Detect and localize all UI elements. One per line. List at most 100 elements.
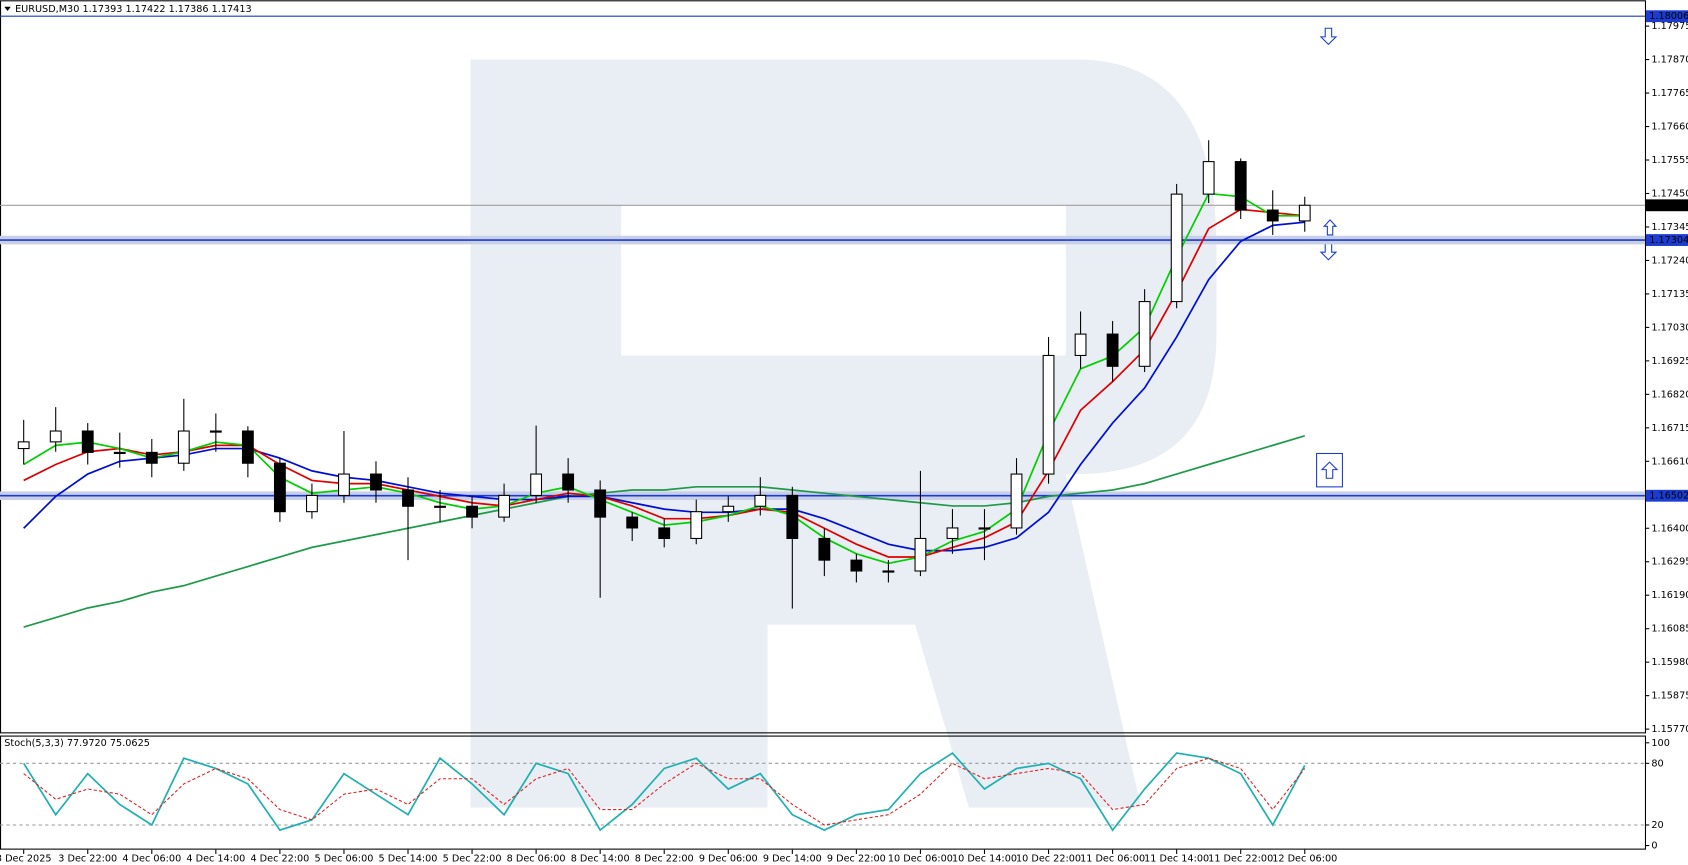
x-tick-label: 4 Dec 22:00	[250, 853, 309, 864]
candle-body	[530, 473, 543, 496]
candle-body	[1106, 333, 1119, 367]
arrow-up	[1322, 219, 1338, 236]
indicator-tick-label: 0	[1651, 841, 1657, 852]
level-label-bg	[1646, 489, 1688, 502]
candle-body	[370, 473, 382, 491]
y-tick-label: 1.16295	[1651, 557, 1688, 568]
candle-body	[1074, 333, 1087, 356]
y-tick-label: 1.17135	[1651, 289, 1688, 300]
x-tick-label: 10 Dec 22:00	[1016, 853, 1081, 864]
y-tick-label: 1.16190	[1651, 590, 1688, 601]
x-tick-label: 11 Dec 14:00	[1144, 853, 1209, 864]
candle-body	[1234, 161, 1247, 211]
level-label-bg	[1646, 234, 1688, 246]
y-tick-label: 1.16925	[1651, 356, 1688, 367]
candle-body	[498, 494, 511, 518]
candle-body	[786, 494, 799, 540]
arrow-up	[1320, 461, 1339, 479]
x-tick-label: 9 Dec 06:00	[699, 853, 758, 864]
y-tick-label: 1.17660	[1651, 122, 1688, 133]
candle-body	[722, 505, 735, 513]
x-tick-label: 11 Dec 06:00	[1080, 853, 1145, 864]
arrow-down	[1319, 27, 1338, 46]
menu-arrow[interactable]	[4, 6, 11, 12]
candle-body	[241, 430, 254, 464]
candle-body	[1010, 473, 1023, 529]
watermark	[470, 59, 1217, 808]
y-tick-label: 1.17555	[1651, 155, 1688, 166]
indicator-tick-label: 100	[1651, 738, 1669, 749]
y-tick-label: 1.17870	[1651, 55, 1688, 66]
level-label: 1.17304	[1649, 235, 1688, 246]
level-label-bg	[1646, 199, 1688, 212]
y-tick-label: 1.15875	[1651, 691, 1688, 702]
candle-body	[946, 527, 959, 540]
candle-body	[1202, 161, 1215, 195]
candle-body	[49, 430, 62, 443]
candle-body	[914, 537, 927, 572]
x-tick-label: 8 Dec 06:00	[507, 853, 566, 864]
x-tick-label: 8 Dec 14:00	[571, 853, 630, 864]
moving-average	[23, 434, 1306, 628]
candle-body	[145, 451, 158, 464]
indicator-label: Stoch(5,3,3) 77.9720 75.0625	[4, 738, 150, 749]
candle-body	[306, 494, 318, 513]
candle-body	[338, 473, 350, 496]
y-tick-label: 1.16715	[1651, 423, 1688, 434]
y-tick-label: 1.16820	[1651, 389, 1688, 400]
x-tick-label: 5 Dec 14:00	[379, 853, 438, 864]
stochastic-line	[22, 751, 1306, 832]
candle-body	[594, 489, 607, 518]
x-tick-label: 5 Dec 22:00	[443, 853, 502, 864]
candle-body	[113, 451, 126, 454]
x-tick-label: 4 Dec 06:00	[122, 853, 181, 864]
candle-body	[434, 505, 446, 508]
y-tick-label: 1.15980	[1651, 657, 1688, 668]
x-tick-label: 12 Dec 06:00	[1272, 853, 1337, 864]
x-tick-label: 8 Dec 22:00	[635, 853, 694, 864]
y-tick-label: 1.17975	[1651, 21, 1688, 32]
y-tick-label: 1.16400	[1651, 523, 1688, 534]
y-tick-label: 1.17240	[1651, 255, 1688, 266]
chart-title: EURUSD,M30 1.17393 1.17422 1.17386 1.174…	[15, 4, 252, 15]
x-tick-label: 10 Dec 06:00	[888, 853, 953, 864]
candle-body	[402, 489, 414, 507]
y-tick-label: 1.17450	[1651, 188, 1688, 199]
x-tick-label: 3 Dec 22:00	[58, 853, 117, 864]
x-tick-label: 9 Dec 14:00	[763, 853, 822, 864]
y-tick-label: 1.17345	[1651, 222, 1688, 233]
signal-arrows	[1316, 27, 1343, 488]
x-tick-label: 11 Dec 22:00	[1208, 853, 1273, 864]
moving-average	[23, 221, 1305, 552]
candle-body	[1042, 354, 1055, 475]
x-tick-label: 10 Dec 14:00	[952, 853, 1017, 864]
indicator-tick-label: 20	[1651, 820, 1663, 831]
candle-body	[626, 516, 639, 529]
candle-body	[466, 505, 478, 518]
candle-body	[562, 473, 575, 491]
x-tick-label: 3 Dec 2025	[0, 853, 52, 864]
level-label: 1.17413	[1649, 200, 1688, 211]
candle-body	[1298, 204, 1311, 222]
indicator-panel-frame	[0, 735, 1647, 850]
y-tick-label: 1.17030	[1651, 322, 1688, 333]
candle-body	[1138, 301, 1151, 367]
y-tick-label: 1.16085	[1651, 624, 1688, 635]
candle-body	[1266, 209, 1279, 222]
candle-body	[177, 430, 190, 464]
candle-body	[978, 527, 991, 530]
x-tick-label: 4 Dec 14:00	[186, 853, 245, 864]
level-label: 1.16502	[1649, 491, 1688, 502]
x-tick-label: 5 Dec 06:00	[314, 853, 373, 864]
x-tick-label: 9 Dec 22:00	[827, 853, 886, 864]
candle-body	[882, 570, 895, 573]
candle-body	[818, 537, 831, 561]
candle-body	[81, 430, 94, 453]
y-tick-label: 1.17765	[1651, 88, 1688, 99]
candle-body	[754, 494, 767, 507]
y-tick-label: 1.16610	[1651, 456, 1688, 467]
candle-body	[1170, 193, 1183, 303]
y-tick-label: 1.15770	[1651, 724, 1688, 735]
